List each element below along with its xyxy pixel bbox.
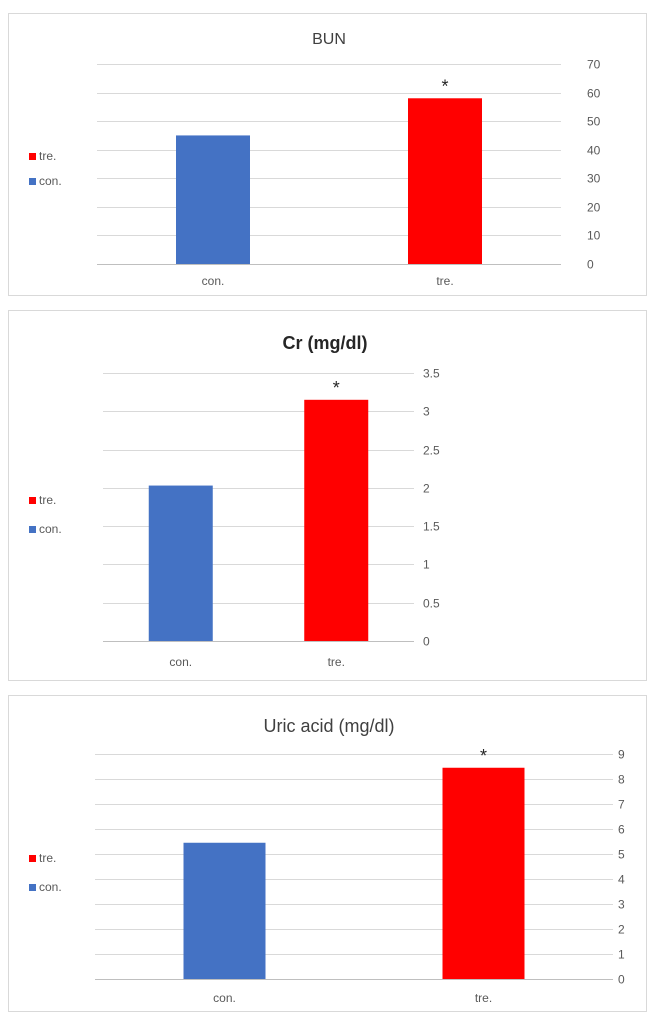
chart-title: Uric acid (mg/dl) <box>263 716 394 736</box>
y-tick-label: 70 <box>587 58 601 72</box>
bar-con <box>176 135 250 264</box>
y-tick-label: 0.5 <box>423 597 440 611</box>
legend-swatch <box>29 178 36 185</box>
chart-title: BUN <box>312 31 346 48</box>
legend-swatch <box>29 497 36 504</box>
x-category-label: con. <box>169 655 192 669</box>
y-tick-label: 1 <box>618 948 625 962</box>
y-tick-label: 60 <box>587 87 601 101</box>
y-tick-label: 30 <box>587 172 601 186</box>
x-category-label: tre. <box>328 655 345 669</box>
x-category-label: con. <box>202 274 225 288</box>
significance-asterisk: * <box>480 746 487 766</box>
y-tick-label: 3 <box>618 898 625 912</box>
legend-entry-label: con. <box>39 174 62 188</box>
y-tick-label: 8 <box>618 773 625 787</box>
y-tick-label: 10 <box>587 229 601 243</box>
legend-entry-label: tre. <box>39 851 56 865</box>
chart-cr: Cr (mg/dl) 0 0.5 1 1.5 2 2.5 3 3.5 con. tre. * tre. c… <box>29 333 440 669</box>
chart-panel-uric-acid: Uric acid (mg/dl) 0 1 2 3 4 5 6 7 8 9 con. tre. * tre.… <box>8 695 647 1012</box>
legend-entry-label: con. <box>39 880 62 894</box>
bar-con <box>183 842 266 979</box>
chart-uric-acid: Uric acid (mg/dl) 0 1 2 3 4 5 6 7 8 9 con. tre. * tre.… <box>29 716 625 1005</box>
y-tick-label: 0 <box>587 258 594 272</box>
chart-bun: BUN 0 10 20 30 40 50 60 70 con. tre. * tre. con. <box>29 31 601 288</box>
y-tick-label: 40 <box>587 144 601 158</box>
y-tick-label: 5 <box>618 848 625 862</box>
y-tick-label: 0 <box>423 635 430 649</box>
y-tick-label: 6 <box>618 823 625 837</box>
bar-tre <box>304 399 369 641</box>
chart-panel-bun: BUN 0 10 20 30 40 50 60 70 con. tre. * tre. con. <box>8 13 647 296</box>
y-tick-label: 0 <box>618 973 625 987</box>
x-category-label: con. <box>213 991 236 1005</box>
x-category-label: tre. <box>475 991 492 1005</box>
legend-swatch <box>29 884 36 891</box>
y-tick-label: 1 <box>423 558 430 572</box>
chart-panel-cr: Cr (mg/dl) 0 0.5 1 1.5 2 2.5 3 3.5 con. tre. * tre. c… <box>8 310 647 681</box>
y-tick-label: 20 <box>587 201 601 215</box>
x-category-label: tre. <box>436 274 453 288</box>
significance-asterisk: * <box>441 76 448 96</box>
legend-entry-label: tre. <box>39 493 56 507</box>
y-tick-label: 2 <box>423 482 430 496</box>
y-tick-label: 2 <box>618 923 625 937</box>
y-tick-label: 2.5 <box>423 444 440 458</box>
bar-tre <box>442 767 525 979</box>
legend-swatch <box>29 526 36 533</box>
chart-title: Cr (mg/dl) <box>283 333 368 353</box>
legend-swatch <box>29 855 36 862</box>
y-tick-label: 50 <box>587 115 601 129</box>
y-tick-label: 3 <box>423 405 430 419</box>
y-tick-label: 1.5 <box>423 520 440 534</box>
legend-entry-label: tre. <box>39 149 56 163</box>
significance-asterisk: * <box>333 378 340 398</box>
bar-con <box>148 485 213 641</box>
y-tick-label: 4 <box>618 873 625 887</box>
y-tick-label: 3.5 <box>423 367 440 381</box>
legend-swatch <box>29 153 36 160</box>
y-tick-label: 9 <box>618 748 625 762</box>
legend-entry-label: con. <box>39 522 62 536</box>
y-tick-label: 7 <box>618 798 625 812</box>
bar-tre <box>408 98 482 265</box>
